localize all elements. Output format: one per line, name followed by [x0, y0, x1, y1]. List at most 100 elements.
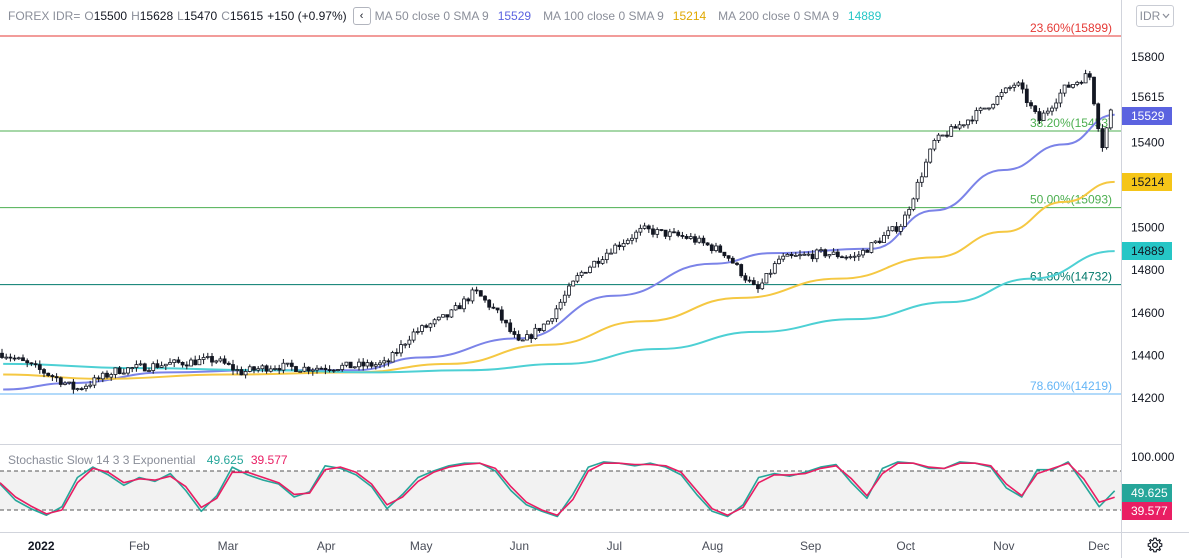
candle-body[interactable]	[592, 260, 597, 268]
candle-body[interactable]	[352, 366, 357, 369]
candle-body[interactable]	[882, 235, 886, 243]
candle-body[interactable]	[554, 308, 559, 320]
candle-body[interactable]	[210, 356, 214, 363]
candle-body[interactable]	[12, 357, 17, 360]
candle-body[interactable]	[79, 388, 84, 391]
candle-body[interactable]	[130, 367, 135, 370]
candle-body[interactable]	[432, 319, 437, 325]
candle-body[interactable]	[92, 377, 97, 386]
candle-body[interactable]	[844, 256, 849, 259]
candle-body[interactable]	[197, 359, 202, 366]
candle-body[interactable]	[516, 334, 521, 341]
candle-body[interactable]	[201, 357, 206, 360]
candle-body[interactable]	[802, 253, 807, 256]
candle-body[interactable]	[411, 331, 416, 341]
candle-body[interactable]	[373, 364, 378, 367]
candle-body[interactable]	[827, 254, 832, 257]
candle-body[interactable]	[894, 226, 899, 232]
candle-body[interactable]	[285, 362, 290, 365]
candle-body[interactable]	[932, 140, 937, 150]
candle-body[interactable]	[67, 381, 72, 384]
candle-body[interactable]	[646, 225, 651, 230]
candle-body[interactable]	[470, 289, 475, 302]
moving-average-line[interactable]	[3, 113, 1115, 391]
candle-body[interactable]	[806, 253, 811, 256]
candle-body[interactable]	[163, 363, 168, 367]
candle-body[interactable]	[667, 231, 672, 237]
candle-body[interactable]	[751, 280, 756, 286]
candle-body[interactable]	[142, 363, 147, 372]
candle-body[interactable]	[764, 273, 769, 284]
candle-body[interactable]	[277, 368, 282, 371]
candle-body[interactable]	[100, 372, 105, 380]
candle-body[interactable]	[327, 369, 332, 371]
candle-body[interactable]	[487, 299, 492, 308]
candle-body[interactable]	[911, 198, 916, 210]
candle-body[interactable]	[760, 282, 765, 290]
candle-body[interactable]	[403, 343, 408, 346]
candle-body[interactable]	[718, 245, 723, 253]
candle-body[interactable]	[739, 264, 744, 277]
candle-body[interactable]	[630, 237, 634, 241]
candle-body[interactable]	[273, 368, 277, 370]
stochastic-line[interactable]	[0, 461, 1116, 518]
candle-body[interactable]	[252, 366, 256, 371]
candle-body[interactable]	[1016, 82, 1021, 86]
ma100-label[interactable]: MA 100 close 0 SMA 9	[543, 9, 664, 23]
candle-body[interactable]	[869, 242, 874, 253]
candle-body[interactable]	[281, 362, 286, 371]
candle-body[interactable]	[336, 369, 340, 371]
candle-body[interactable]	[323, 367, 328, 370]
candle-body[interactable]	[537, 327, 542, 332]
candle-body[interactable]	[8, 356, 13, 359]
candle-body[interactable]	[663, 229, 668, 237]
candle-body[interactable]	[777, 258, 781, 265]
candle-body[interactable]	[58, 377, 63, 385]
candle-body[interactable]	[25, 360, 30, 364]
candle-body[interactable]	[147, 370, 151, 372]
candle-body[interactable]	[852, 255, 857, 258]
candle-body[interactable]	[655, 229, 660, 235]
symbol-name[interactable]: FOREX IDR=	[8, 9, 81, 23]
candle-body[interactable]	[562, 294, 567, 303]
candle-body[interactable]	[785, 254, 790, 257]
candle-body[interactable]	[495, 307, 500, 311]
candle-body[interactable]	[84, 385, 88, 390]
candle-body[interactable]	[88, 384, 93, 387]
candle-body[interactable]	[898, 225, 903, 232]
candle-body[interactable]	[1083, 73, 1088, 84]
candle-body[interactable]	[638, 227, 643, 233]
candle-body[interactable]	[113, 367, 118, 375]
candle-body[interactable]	[508, 322, 513, 332]
candle-body[interactable]	[999, 92, 1004, 97]
gear-icon[interactable]	[1147, 537, 1163, 553]
candle-body[interactable]	[928, 148, 933, 163]
candle-body[interactable]	[243, 371, 248, 376]
candle-body[interactable]	[117, 367, 122, 374]
candle-body[interactable]	[903, 214, 907, 227]
candle-body[interactable]	[936, 134, 941, 141]
candle-body[interactable]	[218, 358, 223, 362]
candle-body[interactable]	[1079, 81, 1084, 84]
candle-body[interactable]	[436, 316, 441, 321]
candle-body[interactable]	[361, 361, 366, 367]
candle-body[interactable]	[499, 309, 504, 321]
candle-body[interactable]	[453, 305, 458, 311]
candle-body[interactable]	[126, 367, 130, 374]
candle-body[interactable]	[966, 119, 970, 126]
candle-body[interactable]	[684, 236, 689, 239]
candle-body[interactable]	[348, 361, 353, 369]
candle-body[interactable]	[613, 244, 618, 254]
candle-body[interactable]	[33, 363, 38, 366]
candle-body[interactable]	[176, 359, 181, 363]
candle-body[interactable]	[441, 314, 445, 318]
candle-body[interactable]	[478, 290, 483, 297]
candle-body[interactable]	[155, 363, 160, 368]
candle-body[interactable]	[386, 360, 391, 363]
candle-body[interactable]	[1020, 82, 1025, 90]
candle-body[interactable]	[1096, 103, 1101, 130]
candle-body[interactable]	[735, 262, 739, 265]
candle-body[interactable]	[621, 243, 626, 248]
candle-body[interactable]	[814, 249, 819, 260]
candle-body[interactable]	[420, 325, 424, 332]
